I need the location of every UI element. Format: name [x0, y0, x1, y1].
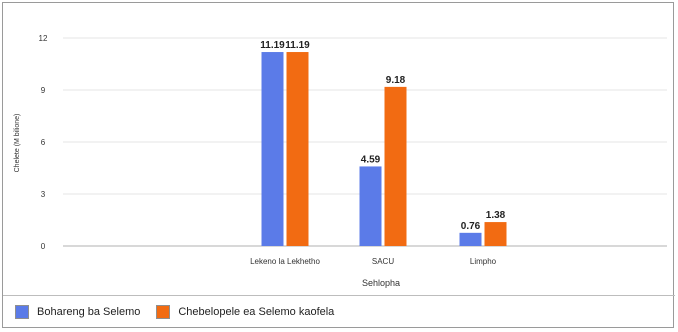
- y-tick-label-3: 3: [41, 190, 46, 199]
- y-tick-label-0: 0: [41, 242, 46, 251]
- y-tick-label-9: 9: [41, 86, 46, 95]
- legend-swatch-series-1: [15, 304, 29, 319]
- grid-lines: [63, 37, 667, 247]
- data-label-series-1-2: 4.59: [361, 154, 381, 165]
- y-tick-label-6: 6: [41, 138, 46, 147]
- data-label-series-1-1: 11.19: [260, 40, 285, 51]
- bar-series-1-3: [459, 232, 482, 246]
- legend-label-series-1: Bohareng ba Selemo: [37, 305, 141, 318]
- data-labels: 11.19 4.59 0.76 11.19 9.18 1.38: [260, 40, 505, 232]
- bar-series-1-2: [359, 166, 382, 246]
- data-label-series-2-2: 9.18: [386, 75, 406, 86]
- chart-frame: 0 3 6 9 12 11.19 4.59 0.76 11.19 9.18 1.38 Lekeno…: [2, 2, 675, 328]
- y-tick-label-12: 12: [39, 34, 48, 43]
- x-tick-label-2: SACU: [372, 257, 394, 266]
- x-axis-label: Sehlopha: [362, 278, 400, 288]
- bar-series-1-1: [261, 52, 284, 246]
- bar-series-2-1: [286, 52, 309, 246]
- data-label-series-2-3: 1.38: [486, 210, 506, 221]
- y-axis-label: Chelete (M bilione): [14, 114, 21, 173]
- x-tick-label-1: Lekeno la Lekhetho: [250, 257, 320, 266]
- x-tick-label-3: Limpho: [470, 257, 497, 266]
- legend-label-series-2: Chebelopele ea Selemo kaofela: [178, 305, 335, 318]
- legend-swatch-series-2: [156, 304, 171, 319]
- x-axis-ticks: Lekeno la Lekhetho SACU Limpho: [250, 257, 497, 266]
- bars: [261, 52, 507, 246]
- bar-series-2-3: [484, 222, 507, 246]
- bar-series-2-2: [384, 86, 407, 246]
- legend: Bohareng ba Selemo Chebelopele ea Selemo…: [3, 295, 675, 327]
- data-label-series-1-3: 0.76: [461, 221, 481, 232]
- legend-item-series-1: Bohareng ba Selemo: [15, 304, 141, 319]
- bar-chart: 0 3 6 9 12 11.19 4.59 0.76 11.19 9.18 1.38 Lekeno…: [14, 34, 667, 288]
- legend-item-series-2: Chebelopele ea Selemo kaofela: [156, 304, 335, 319]
- data-label-series-2-1: 11.19: [285, 40, 310, 51]
- y-axis-ticks: 0 3 6 9 12: [39, 34, 48, 251]
